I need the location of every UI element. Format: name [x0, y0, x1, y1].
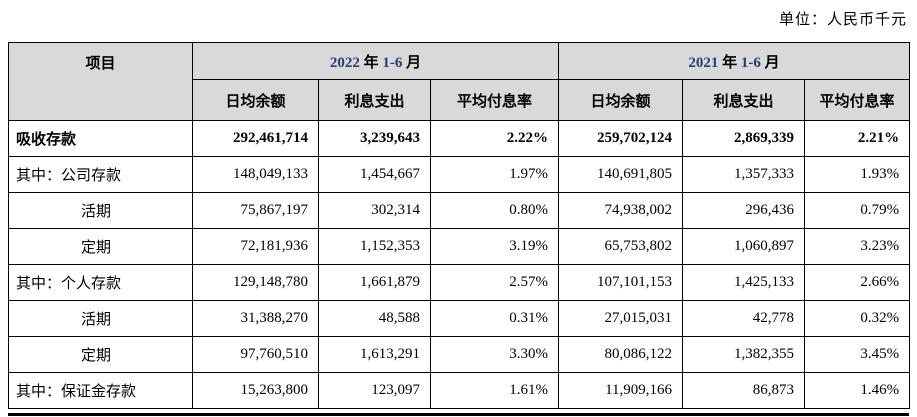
cell-value: 140,691,805 — [558, 156, 684, 193]
cell-value: 1,661,879 — [318, 264, 431, 301]
cell-value: 3.45% — [804, 336, 911, 373]
cell-value: 65,753,802 — [558, 228, 684, 265]
cell-value: 42,778 — [682, 300, 806, 337]
year-unit-text: 年 — [718, 54, 741, 71]
column-header-interest-expense-2021: 利息支出 — [682, 79, 806, 121]
cell-value: 3,239,643 — [318, 120, 431, 157]
cell-value: 2.66% — [804, 264, 911, 301]
cell-value: 1,060,897 — [682, 228, 806, 265]
row-label: 定期 — [8, 336, 193, 373]
cell-value: 86,873 — [682, 372, 806, 409]
unit-label: 单位：人民币千元 — [778, 12, 907, 28]
deposit-interest-table: 项目 2022 年 1-6 月 2021 年 1-6 月 日均余额 利息支出 平… — [8, 42, 911, 409]
cell-value: 0.31% — [429, 300, 560, 337]
year-unit-text: 年 — [359, 54, 383, 71]
cell-value: 148,049,133 — [192, 156, 319, 193]
column-header-interest-expense-2022: 利息支出 — [318, 79, 431, 121]
month-range-text: 1-6 — [382, 54, 403, 71]
column-header-avg-rate-2022: 平均付息率 — [429, 79, 560, 121]
cell-value: 1,425,133 — [682, 264, 806, 301]
column-group-2022: 2022 年 1-6 月 — [191, 42, 560, 80]
cell-value: 15,263,800 — [192, 372, 319, 409]
column-header-item: 项目 — [8, 42, 193, 121]
cell-value: 97,760,510 — [192, 336, 319, 373]
cell-value: 123,097 — [318, 372, 431, 409]
column-header-avg-balance-2022: 日均余额 — [192, 79, 319, 121]
table-header: 项目 2022 年 1-6 月 2021 年 1-6 月 日均余额 利息支出 平… — [8, 42, 911, 121]
column-header-avg-balance-2021: 日均余额 — [558, 79, 684, 121]
cell-value: 27,015,031 — [558, 300, 684, 337]
cell-value: 3.19% — [429, 228, 560, 265]
table-row: 定期 97,760,510 1,613,291 3.30% 80,086,122 1,38… — [8, 336, 911, 373]
cell-value: 1,454,667 — [318, 156, 431, 193]
cell-value: 1,382,355 — [682, 336, 806, 373]
table-row: 活期 31,388,270 48,588 0.31% 27,015,031 42,778 0… — [8, 300, 911, 337]
cell-value: 1,357,333 — [682, 156, 806, 193]
year-2022-text: 2022 — [329, 54, 360, 71]
cell-value: 1.97% — [429, 156, 560, 193]
cell-value: 2,869,339 — [682, 120, 806, 157]
cell-value: 3.23% — [804, 228, 911, 265]
cell-value: 1,152,353 — [318, 228, 431, 265]
year-2021-text: 2021 — [688, 54, 719, 71]
row-label: 其中：公司存款 — [8, 156, 193, 193]
month-unit-text: 月 — [402, 54, 422, 71]
month-range-text: 1-6 — [740, 54, 761, 71]
cell-value: 292,461,714 — [192, 120, 319, 157]
cell-value: 0.32% — [804, 300, 911, 337]
cell-value: 31,388,270 — [192, 300, 319, 337]
cell-value: 296,436 — [682, 192, 806, 229]
table-row: 其中：保证金存款 15,263,800 123,097 1.61% 11,909,166… — [8, 372, 911, 409]
row-label: 其中：保证金存款 — [8, 372, 193, 409]
cell-value: 2.21% — [804, 120, 911, 157]
column-header-avg-rate-2021: 平均付息率 — [804, 79, 911, 121]
cell-value: 1.61% — [429, 372, 560, 409]
cell-value: 3.30% — [429, 336, 560, 373]
row-label: 吸收存款 — [8, 120, 193, 157]
cell-value: 2.57% — [429, 264, 560, 301]
column-group-2021: 2021 年 1-6 月 — [558, 42, 911, 80]
cell-value: 0.79% — [804, 192, 911, 229]
row-label: 其中：个人存款 — [8, 264, 193, 301]
table-row: 其中：公司存款 148,049,133 1,454,667 1.97% 140,691,… — [8, 156, 911, 193]
table-row: 其中：个人存款 129,148,780 1,661,879 2.57% 107,101,… — [8, 264, 911, 301]
cell-value: 48,588 — [318, 300, 431, 337]
cutoff-next-row-border — [8, 413, 909, 416]
cell-value: 0.80% — [429, 192, 560, 229]
row-label: 活期 — [8, 192, 193, 229]
cell-value: 2.22% — [429, 120, 560, 157]
cell-value: 72,181,936 — [192, 228, 319, 265]
cell-value: 302,314 — [318, 192, 431, 229]
cell-value: 129,148,780 — [192, 264, 319, 301]
cell-value: 1.46% — [804, 372, 911, 409]
row-label: 活期 — [8, 300, 193, 337]
month-unit-text: 月 — [760, 54, 780, 71]
cell-value: 259,702,124 — [558, 120, 684, 157]
cell-value: 1,613,291 — [318, 336, 431, 373]
row-label: 定期 — [8, 228, 193, 265]
table-row: 吸收存款 292,461,714 3,239,643 2.22% 259,702,124… — [8, 120, 911, 157]
table-row: 定期 72,181,936 1,152,353 3.19% 65,753,802 1,06… — [8, 228, 911, 265]
cell-value: 80,086,122 — [558, 336, 684, 373]
cell-value: 75,867,197 — [192, 192, 319, 229]
cell-value: 107,101,153 — [558, 264, 684, 301]
cell-value: 1.93% — [804, 156, 911, 193]
cell-value: 11,909,166 — [558, 372, 684, 409]
table-row: 活期 75,867,197 302,314 0.80% 74,938,002 296,43… — [8, 192, 911, 229]
cell-value: 74,938,002 — [558, 192, 684, 229]
table-body: 吸收存款 292,461,714 3,239,643 2.22% 259,702,124… — [8, 120, 911, 409]
